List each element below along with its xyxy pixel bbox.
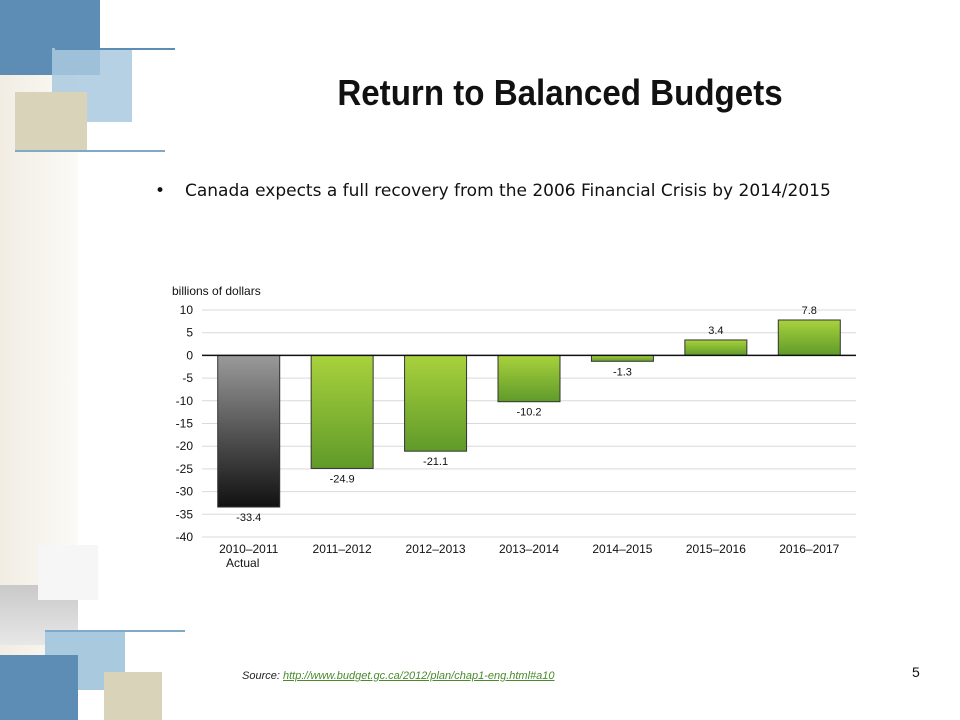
value-label: 7.8 bbox=[802, 305, 817, 317]
decor-line-bottom bbox=[45, 630, 185, 632]
bullet-text: Canada expects a full recovery from the … bbox=[185, 181, 831, 201]
source-label: Source: bbox=[242, 670, 280, 682]
decor-square-tan-bottom bbox=[104, 672, 162, 720]
slide-title: Return to Balanced Budgets bbox=[337, 72, 783, 113]
decor-square-white-bottom bbox=[38, 545, 98, 600]
bar-2011–2012 bbox=[310, 354, 374, 469]
bar-2013–2014 bbox=[497, 354, 561, 403]
y-tick-label: -20 bbox=[176, 439, 194, 453]
decor-line-top bbox=[55, 48, 175, 50]
y-tick-label: 10 bbox=[180, 303, 194, 317]
value-label: -1.3 bbox=[613, 366, 632, 378]
y-tick-label: -15 bbox=[176, 417, 194, 431]
y-tick-label: -30 bbox=[176, 485, 194, 499]
x-tick-label: 2014–2015 bbox=[592, 542, 652, 556]
bar-2015–2016 bbox=[684, 339, 748, 356]
bar-2014–2015 bbox=[590, 354, 654, 362]
decor-square-blue-bottom bbox=[0, 655, 78, 720]
bar-2012–2013 bbox=[404, 354, 468, 452]
value-label: -24.9 bbox=[330, 473, 355, 485]
x-tick-label: 2015–2016 bbox=[686, 542, 746, 556]
decor-square-tan-top bbox=[15, 92, 87, 150]
bullet-dot-icon: • bbox=[155, 181, 166, 201]
x-tick-sublabel: Actual bbox=[226, 556, 259, 570]
value-label: -10.2 bbox=[516, 407, 541, 419]
y-tick-label: -40 bbox=[176, 530, 194, 544]
page-number: 5 bbox=[912, 664, 920, 680]
value-label: 3.4 bbox=[708, 325, 723, 337]
value-label: -21.1 bbox=[423, 456, 448, 468]
source-citation: Source: http://www.budget.gc.ca/2012/pla… bbox=[242, 670, 555, 682]
x-tick-label: 2010–2011 bbox=[219, 542, 279, 556]
x-tick-label: 2016–2017 bbox=[779, 542, 839, 556]
bar-2016–2017 bbox=[777, 319, 841, 356]
bar-2010–2011 bbox=[217, 354, 281, 508]
y-tick-label: 5 bbox=[186, 326, 193, 340]
source-link[interactable]: http://www.budget.gc.ca/2012/plan/chap1-… bbox=[282, 670, 555, 682]
y-tick-label: -35 bbox=[176, 507, 194, 521]
x-tick-label: 2011–2012 bbox=[313, 542, 373, 556]
decor-line-mid bbox=[15, 150, 165, 152]
y-tick-label: -5 bbox=[182, 371, 193, 385]
value-label: -33.4 bbox=[236, 512, 261, 524]
y-axis-title: billions of dollars bbox=[172, 284, 261, 298]
x-tick-label: 2013–2014 bbox=[499, 542, 559, 556]
y-tick-label: -25 bbox=[176, 462, 194, 476]
y-tick-label: -10 bbox=[176, 394, 194, 408]
y-tick-label: 0 bbox=[186, 348, 193, 362]
x-tick-label: 2012–2013 bbox=[406, 542, 466, 556]
